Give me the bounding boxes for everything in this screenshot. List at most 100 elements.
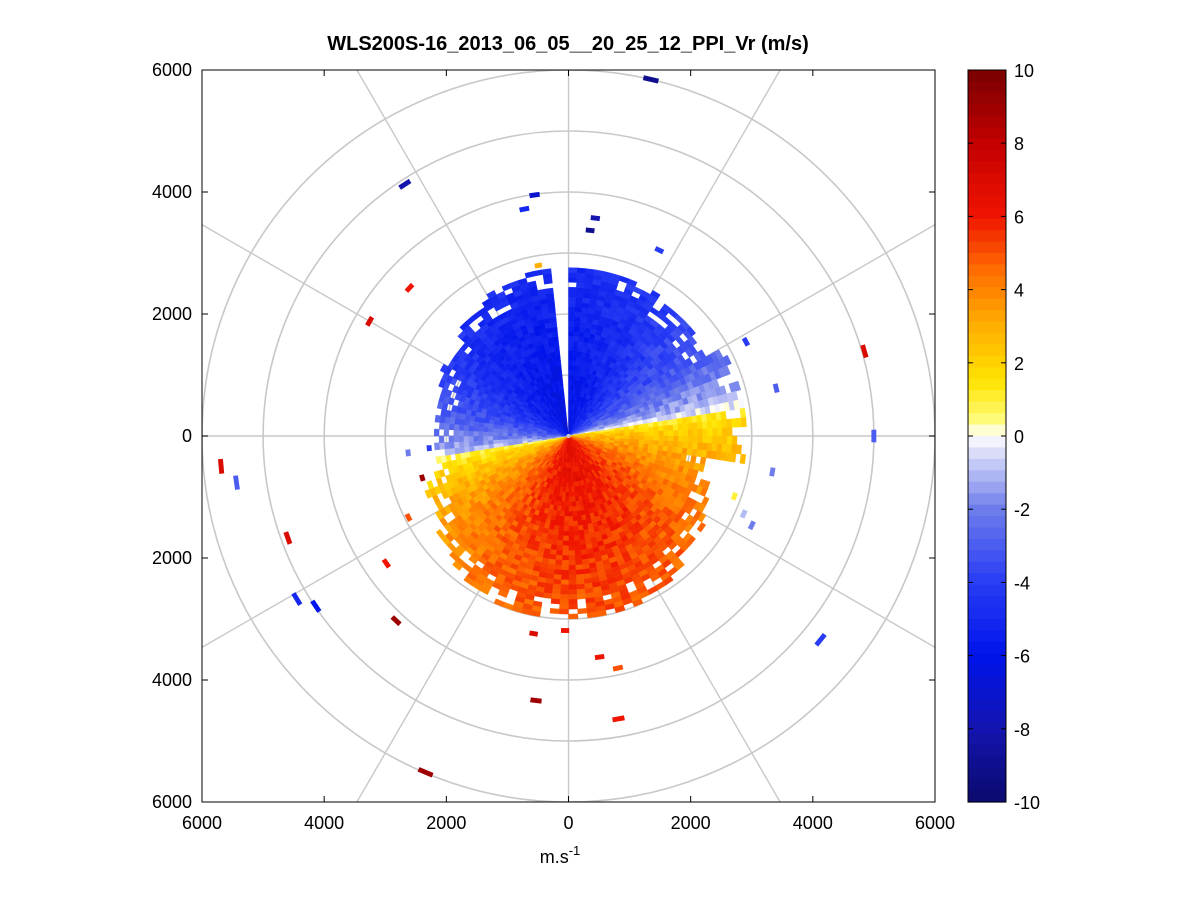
velocity-gate xyxy=(701,442,708,451)
velocity-gate xyxy=(568,350,574,356)
colorbar-band xyxy=(968,436,1006,449)
velocity-gate xyxy=(575,500,580,507)
velocity-gate xyxy=(652,421,659,428)
velocity-gate xyxy=(578,534,586,541)
velocity-gate xyxy=(492,427,499,433)
velocity-gate xyxy=(558,608,569,615)
velocity-gate xyxy=(487,427,494,433)
velocity-gate xyxy=(482,439,489,446)
velocity-gate xyxy=(568,545,575,551)
velocity-gate xyxy=(574,544,581,551)
velocity-gate xyxy=(667,446,674,453)
colorbar-band xyxy=(968,401,1006,414)
velocity-gate xyxy=(560,584,569,590)
colorbar-band xyxy=(968,355,1006,368)
velocity-gate xyxy=(477,431,484,437)
velocity-gate xyxy=(487,439,494,445)
velocity-gate xyxy=(565,491,569,498)
velocity-gate xyxy=(563,525,569,532)
velocity-gate xyxy=(696,522,707,533)
velocity-gate xyxy=(554,345,560,352)
velocity-gate xyxy=(512,435,518,440)
colorbar-band xyxy=(968,584,1006,597)
velocity-gate xyxy=(453,423,460,431)
velocity-gate xyxy=(647,422,654,428)
velocity-gate xyxy=(577,608,588,615)
x-tick-label: 6000 xyxy=(182,813,222,833)
velocity-gate xyxy=(472,430,479,437)
velocity-gate xyxy=(568,277,578,283)
velocity-gate xyxy=(585,268,596,275)
velocity-gate xyxy=(559,515,565,522)
colorbar-band xyxy=(968,413,1006,426)
velocity-gate xyxy=(653,435,660,441)
velocity-gate xyxy=(477,440,484,446)
velocity-gate xyxy=(726,418,733,428)
velocity-gate xyxy=(638,427,645,433)
velocity-gate xyxy=(453,435,459,443)
velocity-gate xyxy=(698,463,705,473)
y-tick-label: 2000 xyxy=(152,304,192,324)
velocity-gate xyxy=(643,439,650,445)
velocity-gate xyxy=(551,534,559,541)
velocity-gate xyxy=(434,442,440,451)
velocity-gate xyxy=(624,432,630,437)
velocity-gate xyxy=(512,438,518,443)
velocity-gate xyxy=(702,428,709,437)
velocity-gate xyxy=(716,443,723,453)
velocity-gate xyxy=(556,544,563,551)
velocity-gate xyxy=(568,330,575,337)
velocity-gate xyxy=(572,510,578,517)
velocity-gate xyxy=(717,427,723,437)
velocity-gate xyxy=(568,491,572,498)
colorbar-band xyxy=(968,253,1006,266)
velocity-gate xyxy=(568,355,573,361)
colorbar-band xyxy=(968,630,1006,643)
x-axis-label: m.s-1 xyxy=(540,843,581,867)
velocity-gate xyxy=(568,599,578,605)
velocity-gate xyxy=(731,418,738,428)
colorbar-band xyxy=(968,699,1006,712)
velocity-gate xyxy=(507,438,513,443)
velocity-gate xyxy=(562,540,569,547)
velocity-gate xyxy=(559,510,565,517)
velocity-gate xyxy=(658,425,664,432)
velocity-gate xyxy=(463,424,470,432)
colorbar-tick-label: 6 xyxy=(1014,207,1024,227)
velocity-gate xyxy=(557,365,562,372)
velocity-gate xyxy=(657,420,664,427)
velocity-gate xyxy=(639,431,645,437)
velocity-gate xyxy=(673,435,679,442)
velocity-gate xyxy=(568,511,573,517)
velocity-gate xyxy=(468,445,475,452)
velocity-gate xyxy=(577,524,584,531)
velocity-gate xyxy=(444,448,451,456)
velocity-gate xyxy=(473,425,479,432)
colorbar-band xyxy=(968,481,1006,494)
colorbar-band xyxy=(968,241,1006,254)
velocity-gate xyxy=(712,427,718,437)
velocity-gate xyxy=(468,435,474,442)
velocity-gate xyxy=(643,435,650,441)
velocity-gate xyxy=(575,569,584,576)
velocity-gate xyxy=(672,446,679,454)
velocity-gate xyxy=(563,516,569,522)
velocity-gate xyxy=(716,419,723,429)
velocity-gate xyxy=(568,301,576,308)
velocity-gate xyxy=(554,350,561,357)
velocity-gate xyxy=(438,422,445,430)
velocity-gate xyxy=(575,505,581,512)
velocity-gate xyxy=(667,424,674,432)
velocity-gate xyxy=(692,435,699,444)
velocity-gate xyxy=(564,496,569,503)
colorbar-band xyxy=(968,458,1006,471)
echo-gate xyxy=(585,227,595,234)
velocity-gate xyxy=(488,443,494,449)
velocity-gate xyxy=(576,515,583,522)
velocity-gate xyxy=(648,431,655,437)
velocity-gate xyxy=(663,425,669,432)
colorbar-band xyxy=(968,207,1006,220)
velocity-gate xyxy=(663,435,669,442)
velocity-gate xyxy=(576,282,585,289)
velocity-gate xyxy=(568,589,578,595)
